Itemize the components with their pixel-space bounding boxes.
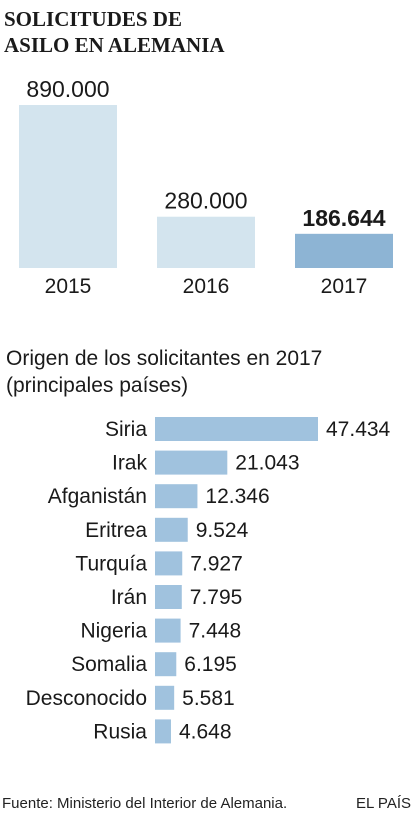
- title-line-2: ASILO EN ALEMANIA: [4, 33, 225, 57]
- country-value-eritrea: 9.524: [196, 519, 249, 542]
- year-label-2017: 2017: [321, 275, 368, 298]
- country-chart-subtitle: Origen de los solicitantes en 2017 (prin…: [6, 345, 322, 399]
- country-value-somalia: 6.195: [184, 653, 237, 676]
- country-value-desconocido: 5.581: [182, 687, 235, 710]
- country-value-iran: 7.795: [190, 586, 243, 609]
- country-bar-turquia: [155, 551, 183, 576]
- country-bar-rusia: [155, 719, 171, 744]
- bar-2017: [295, 233, 393, 268]
- value-label-2017: 186.644: [302, 205, 385, 231]
- year-label-2015: 2015: [45, 275, 92, 298]
- country-bar-siria: [155, 417, 318, 441]
- country-bar-somalia: [155, 652, 177, 677]
- country-value-rusia: 4.648: [179, 720, 232, 743]
- country-value-siria: 47.434: [326, 418, 391, 441]
- source-note: Fuente: Ministerio del Interior de Alema…: [2, 795, 288, 812]
- country-value-afganistan: 12.346: [205, 485, 269, 508]
- value-label-2016: 280.000: [164, 188, 247, 214]
- country-value-irak: 21.043: [235, 452, 299, 475]
- country-label-rusia: Rusia: [93, 720, 147, 743]
- chart-title: SOLICITUDES DE ASILO EN ALEMANIA: [4, 6, 404, 58]
- country-label-eritrea: Eritrea: [85, 519, 147, 542]
- country-bar-eritrea: [155, 517, 188, 542]
- country-bar-desconocido: [155, 685, 175, 710]
- country-bar-nigeria: [155, 618, 181, 643]
- brand-logo: EL PAÍS: [355, 795, 411, 812]
- country-label-turquia: Turquía: [75, 552, 147, 575]
- yearly-bar-chart: 890.000 2015 280.000 2016 186.644 2017: [19, 76, 393, 298]
- country-value-turquia: 7.927: [190, 552, 243, 575]
- country-bar-iran: [155, 585, 182, 609]
- country-label-nigeria: Nigeria: [80, 620, 147, 643]
- title-line-1: SOLICITUDES DE: [4, 7, 182, 31]
- country-label-somalia: Somalia: [71, 653, 147, 676]
- country-label-afganistan: Afganistán: [48, 485, 147, 508]
- year-label-2016: 2016: [183, 275, 230, 298]
- value-label-2015: 890.000: [26, 76, 109, 102]
- country-label-desconocido: Desconocido: [26, 687, 147, 710]
- country-bar-afganistan: [155, 484, 198, 509]
- subtitle-line-1: Origen de los solicitantes en 2017: [6, 347, 323, 370]
- subtitle-line-2: (principales países): [6, 374, 189, 397]
- country-label-irak: Irak: [112, 452, 148, 475]
- bar-2016: [157, 216, 255, 268]
- country-label-siria: Siria: [105, 418, 147, 441]
- country-label-iran: Irán: [111, 586, 147, 609]
- country-value-nigeria: 7.448: [189, 620, 242, 643]
- country-bar-irak: [155, 450, 228, 475]
- bar-2015: [19, 105, 117, 268]
